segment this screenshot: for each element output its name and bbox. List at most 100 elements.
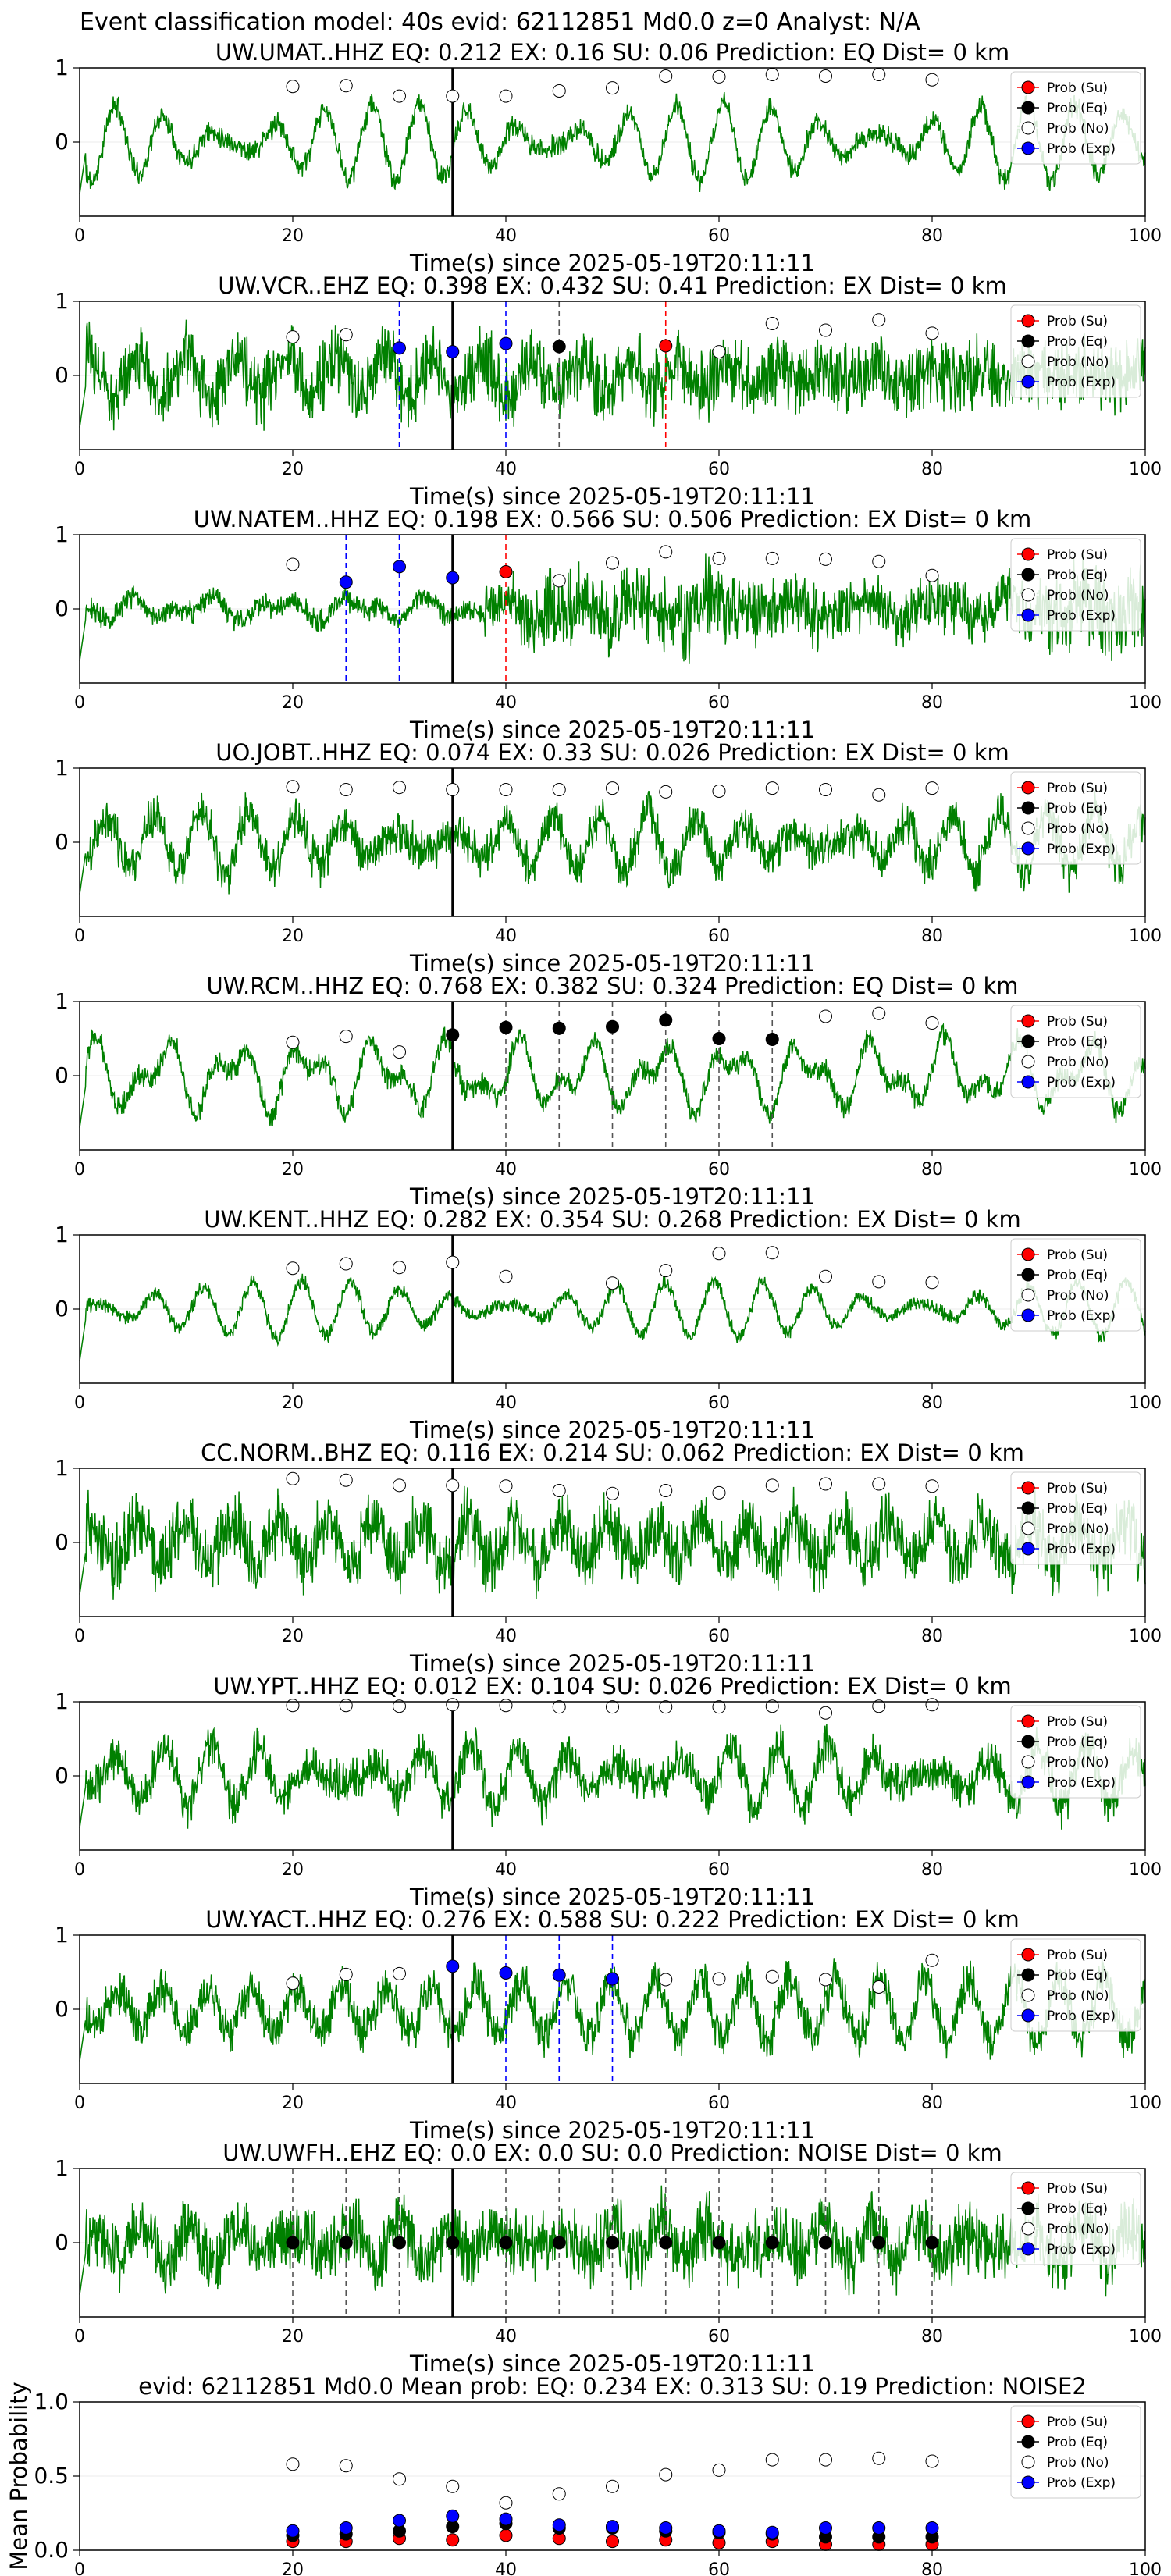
legend-label-no: Prob (No): [1047, 1288, 1109, 1304]
x-tick-label: 60: [708, 1160, 730, 1179]
x-tick-label: 60: [708, 460, 730, 479]
prob-point-no: [339, 1257, 353, 1271]
y-tick-label: 1: [55, 1688, 69, 1714]
legend-marker-su: [1021, 1714, 1035, 1728]
x-tick-label: 20: [282, 1860, 304, 1880]
legend-marker-su: [1021, 781, 1035, 795]
mean-point-exp: [872, 2521, 886, 2535]
prob-point-no: [393, 1699, 406, 1713]
y-tick-label: 1: [55, 988, 69, 1014]
legend-label-su: Prob (Su): [1047, 2414, 1108, 2430]
panel-uw-uwfh-ehz: UW.UWFH..EHZ EQ: 0.0 EX: 0.0 SU: 0.0 Pre…: [55, 2140, 1162, 2377]
waveform-trace: [79, 319, 1146, 431]
prob-point-no: [819, 1973, 832, 1987]
mean-point-exp: [765, 2525, 779, 2539]
prob-point-su: [499, 565, 513, 578]
mean-point-exp: [393, 2514, 406, 2528]
panel-uw-kent-hhz: UW.KENT..HHZ EQ: 0.282 EX: 0.354 SU: 0.2…: [55, 1206, 1162, 1443]
prob-point-no: [552, 1700, 566, 1714]
prob-point-no: [712, 69, 726, 84]
legend-marker-eq: [1021, 2201, 1035, 2215]
legend-marker-eq: [1021, 1034, 1035, 1048]
x-tick-label: 80: [921, 2094, 943, 2113]
x-tick-label: 40: [495, 460, 517, 479]
x-tick-label: 0: [74, 1627, 85, 1646]
prob-point-no: [659, 1264, 673, 1278]
mean-point-exp: [606, 2520, 619, 2534]
prob-point-no: [872, 788, 886, 802]
y-tick-label: 0: [55, 129, 69, 155]
prob-point-no: [393, 1261, 406, 1275]
mean-point-exp: [925, 2521, 939, 2535]
legend-marker-exp: [1021, 1308, 1035, 1322]
prob-point-exp: [446, 345, 460, 359]
x-tick-label: 100: [1129, 2094, 1162, 2113]
legend-label-su: Prob (Su): [1047, 547, 1108, 563]
prob-point-no: [446, 1255, 460, 1269]
axes-frame: [79, 1001, 1146, 1151]
x-axis-label: Time(s) since 2025-05-19T20:11:11: [409, 717, 815, 743]
legend-label-su: Prob (Su): [1047, 314, 1108, 329]
panel-cc-norm-bhz: CC.NORM..BHZ EQ: 0.116 EX: 0.214 SU: 0.0…: [55, 1439, 1162, 1677]
prob-point-eq: [499, 2236, 513, 2250]
prob-point-no: [552, 574, 566, 588]
panel-uo-jobt-hhz: UO.JOBT..HHZ EQ: 0.074 EX: 0.33 SU: 0.02…: [55, 739, 1162, 977]
legend-label-no: Prob (No): [1047, 2222, 1109, 2237]
prob-point-no: [552, 783, 566, 797]
panel-title: UW.UWFH..EHZ EQ: 0.0 EX: 0.0 SU: 0.0 Pre…: [222, 2140, 1002, 2166]
x-tick-label: 100: [1129, 1860, 1162, 1880]
legend-marker-eq: [1021, 1268, 1035, 1282]
legend-label-su: Prob (Su): [1047, 2181, 1108, 2197]
legend-marker-su: [1021, 314, 1035, 328]
prob-point-no: [819, 1477, 832, 1491]
legend-label-exp: Prob (Exp): [1047, 1542, 1116, 1557]
x-tick-label: 40: [495, 693, 517, 713]
panel-uw-yact-hhz: UW.YACT..HHZ EQ: 0.276 EX: 0.588 SU: 0.2…: [55, 1906, 1162, 2144]
mean-point-exp: [712, 2524, 726, 2538]
x-tick-label: 0: [74, 1160, 85, 1179]
x-tick-label: 20: [282, 226, 304, 246]
legend-marker-no: [1021, 588, 1035, 602]
mean-point-exp: [659, 2521, 673, 2535]
legend-marker-no: [1021, 1288, 1035, 1302]
x-tick-label: 100: [1129, 226, 1162, 246]
prob-point-no: [393, 89, 406, 103]
panel-title: UW.VCR..EHZ EQ: 0.398 EX: 0.432 SU: 0.41…: [218, 272, 1006, 299]
y-tick-label: 0.0: [34, 2537, 69, 2563]
legend-marker-su: [1021, 547, 1035, 561]
axes-frame: [79, 534, 1146, 684]
prob-point-no: [712, 1485, 726, 1500]
mean-point-no: [925, 2454, 939, 2468]
prob-point-no: [606, 1276, 619, 1290]
y-tick-label: 0: [55, 829, 69, 855]
legend-label-no: Prob (No): [1047, 1055, 1109, 1070]
x-axis-label: Time(s) since 2025-05-19T20:11:11: [409, 1183, 815, 1210]
legend-label-eq: Prob (Eq): [1047, 101, 1108, 116]
x-axis-label: Time(s) since 2025-05-19T20:11:11: [409, 2117, 815, 2144]
x-tick-label: 20: [282, 693, 304, 713]
legend-label-su: Prob (Su): [1047, 1014, 1108, 1030]
x-tick-label: 0: [74, 693, 85, 713]
x-tick-label: 20: [282, 460, 304, 479]
legend-marker-su: [1021, 1247, 1035, 1261]
prob-point-no: [393, 1966, 406, 1980]
legend-box: [1010, 1471, 1141, 1565]
legend-box: [1010, 1705, 1141, 1799]
x-tick-label: 100: [1129, 927, 1162, 946]
x-tick-label: 20: [282, 2327, 304, 2347]
panel-title: UW.YPT..HHZ EQ: 0.012 EX: 0.104 SU: 0.02…: [213, 1673, 1012, 1699]
axes-frame: [79, 2401, 1146, 2551]
prob-point-no: [819, 1009, 832, 1023]
legend-marker-exp: [1021, 141, 1035, 155]
x-tick-label: 40: [495, 1860, 517, 1880]
y-tick-label: 1: [55, 288, 69, 314]
prob-point-no: [925, 73, 939, 87]
prob-point-no: [286, 1471, 300, 1485]
waveform-trace: [79, 1485, 1146, 1600]
legend-marker-no: [1021, 821, 1035, 835]
legend-marker-eq: [1021, 1735, 1035, 1749]
legend-marker-no: [1021, 1521, 1035, 1535]
waveform-trace: [79, 790, 1146, 895]
y-tick-label: 1: [55, 1455, 69, 1481]
legend-marker-su: [1021, 1948, 1035, 1962]
